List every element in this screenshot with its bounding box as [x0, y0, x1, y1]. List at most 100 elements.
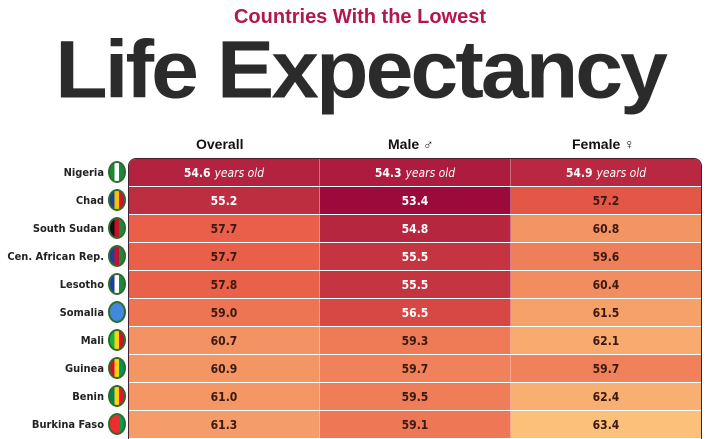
cell-value: 57.7 — [210, 249, 238, 264]
table-row: 54.6 years old 54.3 years old 54.9 years old — [129, 159, 701, 187]
heatmap-cell: 59.7 — [320, 355, 511, 382]
cell-value: 53.4 — [401, 193, 429, 208]
country-label: Guinea — [0, 354, 126, 382]
cell-value: 54.9 — [565, 165, 593, 180]
flag-icon — [108, 413, 126, 435]
cell-value: 54.8 — [401, 221, 429, 236]
heatmap-cell: 59.5 — [320, 383, 511, 410]
flag-icon — [108, 357, 126, 379]
cell-value: 57.7 — [210, 221, 238, 236]
cell-value: 59.0 — [210, 305, 238, 320]
country-label: Burkina Faso — [0, 410, 126, 438]
heatmap-cell: 55.2 — [129, 187, 320, 214]
heatmap-cell: 59.3 — [320, 327, 511, 354]
cell-value: 63.4 — [592, 417, 620, 432]
country-name: Nigeria — [63, 165, 104, 179]
heatmap-cell: 56.5 — [320, 299, 511, 326]
table-row: 60.7 59.3 62.1 — [129, 327, 701, 355]
cell-value: 60.9 — [210, 361, 238, 376]
heatmap-cell: 57.7 — [129, 215, 320, 242]
heatmap-cell: 57.2 — [511, 187, 701, 214]
cell-value: 60.7 — [210, 333, 238, 348]
heatmap-cell: 60.4 — [511, 271, 701, 298]
cell-value: 57.8 — [210, 277, 238, 292]
flag-icon — [108, 385, 126, 407]
cell-value: 54.3 — [374, 165, 402, 180]
heatmap-cell: 54.8 — [320, 215, 511, 242]
heatmap-cell: 63.4 — [511, 411, 701, 438]
cell-value: 59.6 — [592, 249, 620, 264]
cell-value: 61.3 — [210, 417, 238, 432]
chart-title: Life Expectancy — [55, 24, 668, 116]
cell-value: 59.7 — [592, 361, 620, 376]
cell-value: 60.4 — [592, 277, 620, 292]
country-label: Mali — [0, 326, 126, 354]
country-name: Chad — [75, 193, 104, 207]
flag-icon — [108, 189, 126, 211]
unit-label: years old — [596, 165, 647, 180]
heatmap-cell: 53.4 — [320, 187, 511, 214]
column-header-female: Female ♀ — [572, 136, 635, 152]
cell-value: 60.8 — [592, 221, 620, 236]
country-name: Mali — [80, 333, 104, 347]
flag-icon — [108, 217, 126, 239]
cell-value: 59.3 — [401, 333, 429, 348]
cell-value: 59.1 — [401, 417, 429, 432]
table-row: 57.7 54.8 60.8 — [129, 215, 701, 243]
flag-icon — [108, 301, 126, 323]
heatmap-cell: 54.3 years old — [320, 159, 511, 186]
cell-value: 62.1 — [592, 333, 620, 348]
table-row: 60.9 59.7 59.7 — [129, 355, 701, 383]
table-row: 55.2 53.4 57.2 — [129, 187, 701, 215]
country-name: South Sudan — [32, 221, 104, 235]
cell-value: 54.6 — [183, 165, 211, 180]
country-label: Benin — [0, 382, 126, 410]
country-label: Lesotho — [0, 270, 126, 298]
heatmap-cell: 61.5 — [511, 299, 701, 326]
table-row: 59.0 56.5 61.5 — [129, 299, 701, 327]
country-name: Lesotho — [59, 277, 104, 291]
cell-value: 62.4 — [592, 389, 620, 404]
country-label: Nigeria — [0, 158, 126, 186]
heatmap-cell: 60.7 — [129, 327, 320, 354]
heatmap-cell: 59.7 — [511, 355, 701, 382]
cell-value: 59.5 — [401, 389, 429, 404]
heatmap-cell: 59.0 — [129, 299, 320, 326]
country-name: Benin — [72, 389, 104, 403]
heatmap-cell: 59.6 — [511, 243, 701, 270]
heatmap-cell: 61.0 — [129, 383, 320, 410]
heatmap-cell: 54.9 years old — [511, 159, 701, 186]
country-label: South Sudan — [0, 214, 126, 242]
country-label: Somalia — [0, 298, 126, 326]
cell-value: 61.0 — [210, 389, 238, 404]
cell-value: 55.2 — [210, 193, 238, 208]
column-header-male: Male ♂ — [388, 136, 434, 152]
country-label: Chad — [0, 186, 126, 214]
chart-subtitle: Countries With the Lowest — [233, 6, 487, 28]
cell-value: 61.5 — [592, 305, 620, 320]
heatmap-cell: 62.4 — [511, 383, 701, 410]
cell-value: 56.5 — [401, 305, 429, 320]
heatmap-cell: 57.8 — [129, 271, 320, 298]
cell-value: 55.5 — [401, 277, 429, 292]
country-name: Cen. African Rep. — [7, 249, 104, 263]
heatmap-cell: 60.9 — [129, 355, 320, 382]
country-label: Cen. African Rep. — [0, 242, 126, 270]
country-labels: Nigeria Chad South Sudan Cen. African Rep. L… — [0, 158, 126, 438]
heatmap-cell: 59.1 — [320, 411, 511, 438]
country-name: Somalia — [59, 305, 104, 319]
unit-label: years old — [214, 165, 265, 180]
flag-icon — [108, 161, 126, 183]
table-row: 61.0 59.5 62.4 — [129, 383, 701, 411]
heatmap-cell: 60.8 — [511, 215, 701, 242]
cell-value: 57.2 — [592, 193, 620, 208]
flag-icon — [108, 245, 126, 267]
heatmap-cell: 61.3 — [129, 411, 320, 438]
table-row: 57.8 55.5 60.4 — [129, 271, 701, 299]
table-row: 61.3 59.1 63.4 — [129, 411, 701, 439]
cell-value: 55.5 — [401, 249, 429, 264]
cell-value: 59.7 — [401, 361, 429, 376]
heatmap-cell: 57.7 — [129, 243, 320, 270]
flag-icon — [108, 329, 126, 351]
column-header-overall: Overall — [196, 136, 244, 152]
